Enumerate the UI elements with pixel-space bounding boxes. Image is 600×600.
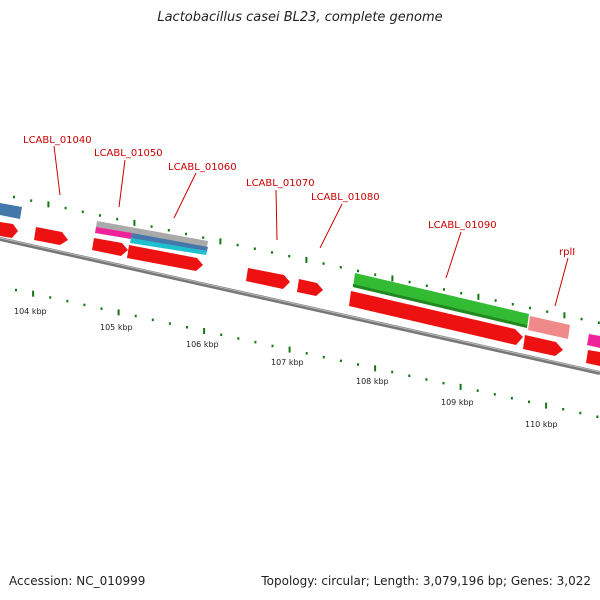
feature-cds-104a[interactable] (34, 227, 68, 245)
label-leaders (53, 145, 569, 307)
feature-misc-pink[interactable] (95, 227, 132, 239)
feature-trna[interactable] (130, 238, 207, 255)
gene-label-lcabl-01090[interactable]: LCABL_01090 (428, 220, 497, 231)
gene-label-lcabl-01060[interactable]: LCABL_01060 (168, 162, 237, 173)
gene-label-lcabl-01050[interactable]: LCABL_01050 (94, 148, 163, 159)
upper-tick-track (13, 195, 600, 324)
feature-gene-green[interactable] (353, 273, 529, 328)
feature-cds-110[interactable] (523, 335, 563, 356)
genome-summary-text: Topology: circular; Length: 3,079,196 bp… (261, 574, 591, 588)
scale-label-106: 106 kbp (186, 340, 219, 349)
genome-backbone (0, 237, 600, 375)
gene-label-lcabl-01070[interactable]: LCABL_01070 (246, 178, 315, 189)
scale-label-110: 110 kbp (525, 420, 558, 429)
feature-cds-left-1[interactable] (0, 222, 18, 238)
gene-label-rpli[interactable]: rplI (559, 247, 575, 258)
feature-cds-107b[interactable] (297, 279, 323, 296)
feature-grey-top[interactable] (96, 221, 208, 247)
feature-gene-green-shade (353, 284, 527, 328)
feature-cds-108-long[interactable] (349, 291, 523, 345)
feature-rrna-rplI[interactable] (528, 316, 570, 339)
feature-cds-107a[interactable] (246, 268, 290, 289)
feature-repeat-mid[interactable] (131, 233, 208, 251)
scale-label-107: 107 kbp (271, 358, 304, 367)
feature-misc-right[interactable] (587, 334, 600, 348)
scale-label-104: 104 kbp (14, 307, 47, 316)
feature-cds-right[interactable] (586, 350, 600, 366)
feature-repeat-left[interactable] (0, 203, 22, 219)
accession-text: Accession: NC_010999 (9, 574, 146, 588)
feature-cds-105a[interactable] (92, 238, 128, 256)
feature-cds-105b[interactable] (127, 245, 203, 271)
scale-tick-track (15, 288, 599, 418)
gene-label-lcabl-01040[interactable]: LCABL_01040 (23, 135, 92, 146)
gene-label-lcabl-01080[interactable]: LCABL_01080 (311, 192, 380, 203)
scale-label-105: 105 kbp (100, 323, 133, 332)
scale-label-108: 108 kbp (356, 377, 389, 386)
genome-backbone-highlight (0, 237, 600, 373)
map-title: Lactobacillus casei BL23, complete genom… (157, 10, 443, 25)
scale-label-109: 109 kbp (441, 398, 474, 407)
